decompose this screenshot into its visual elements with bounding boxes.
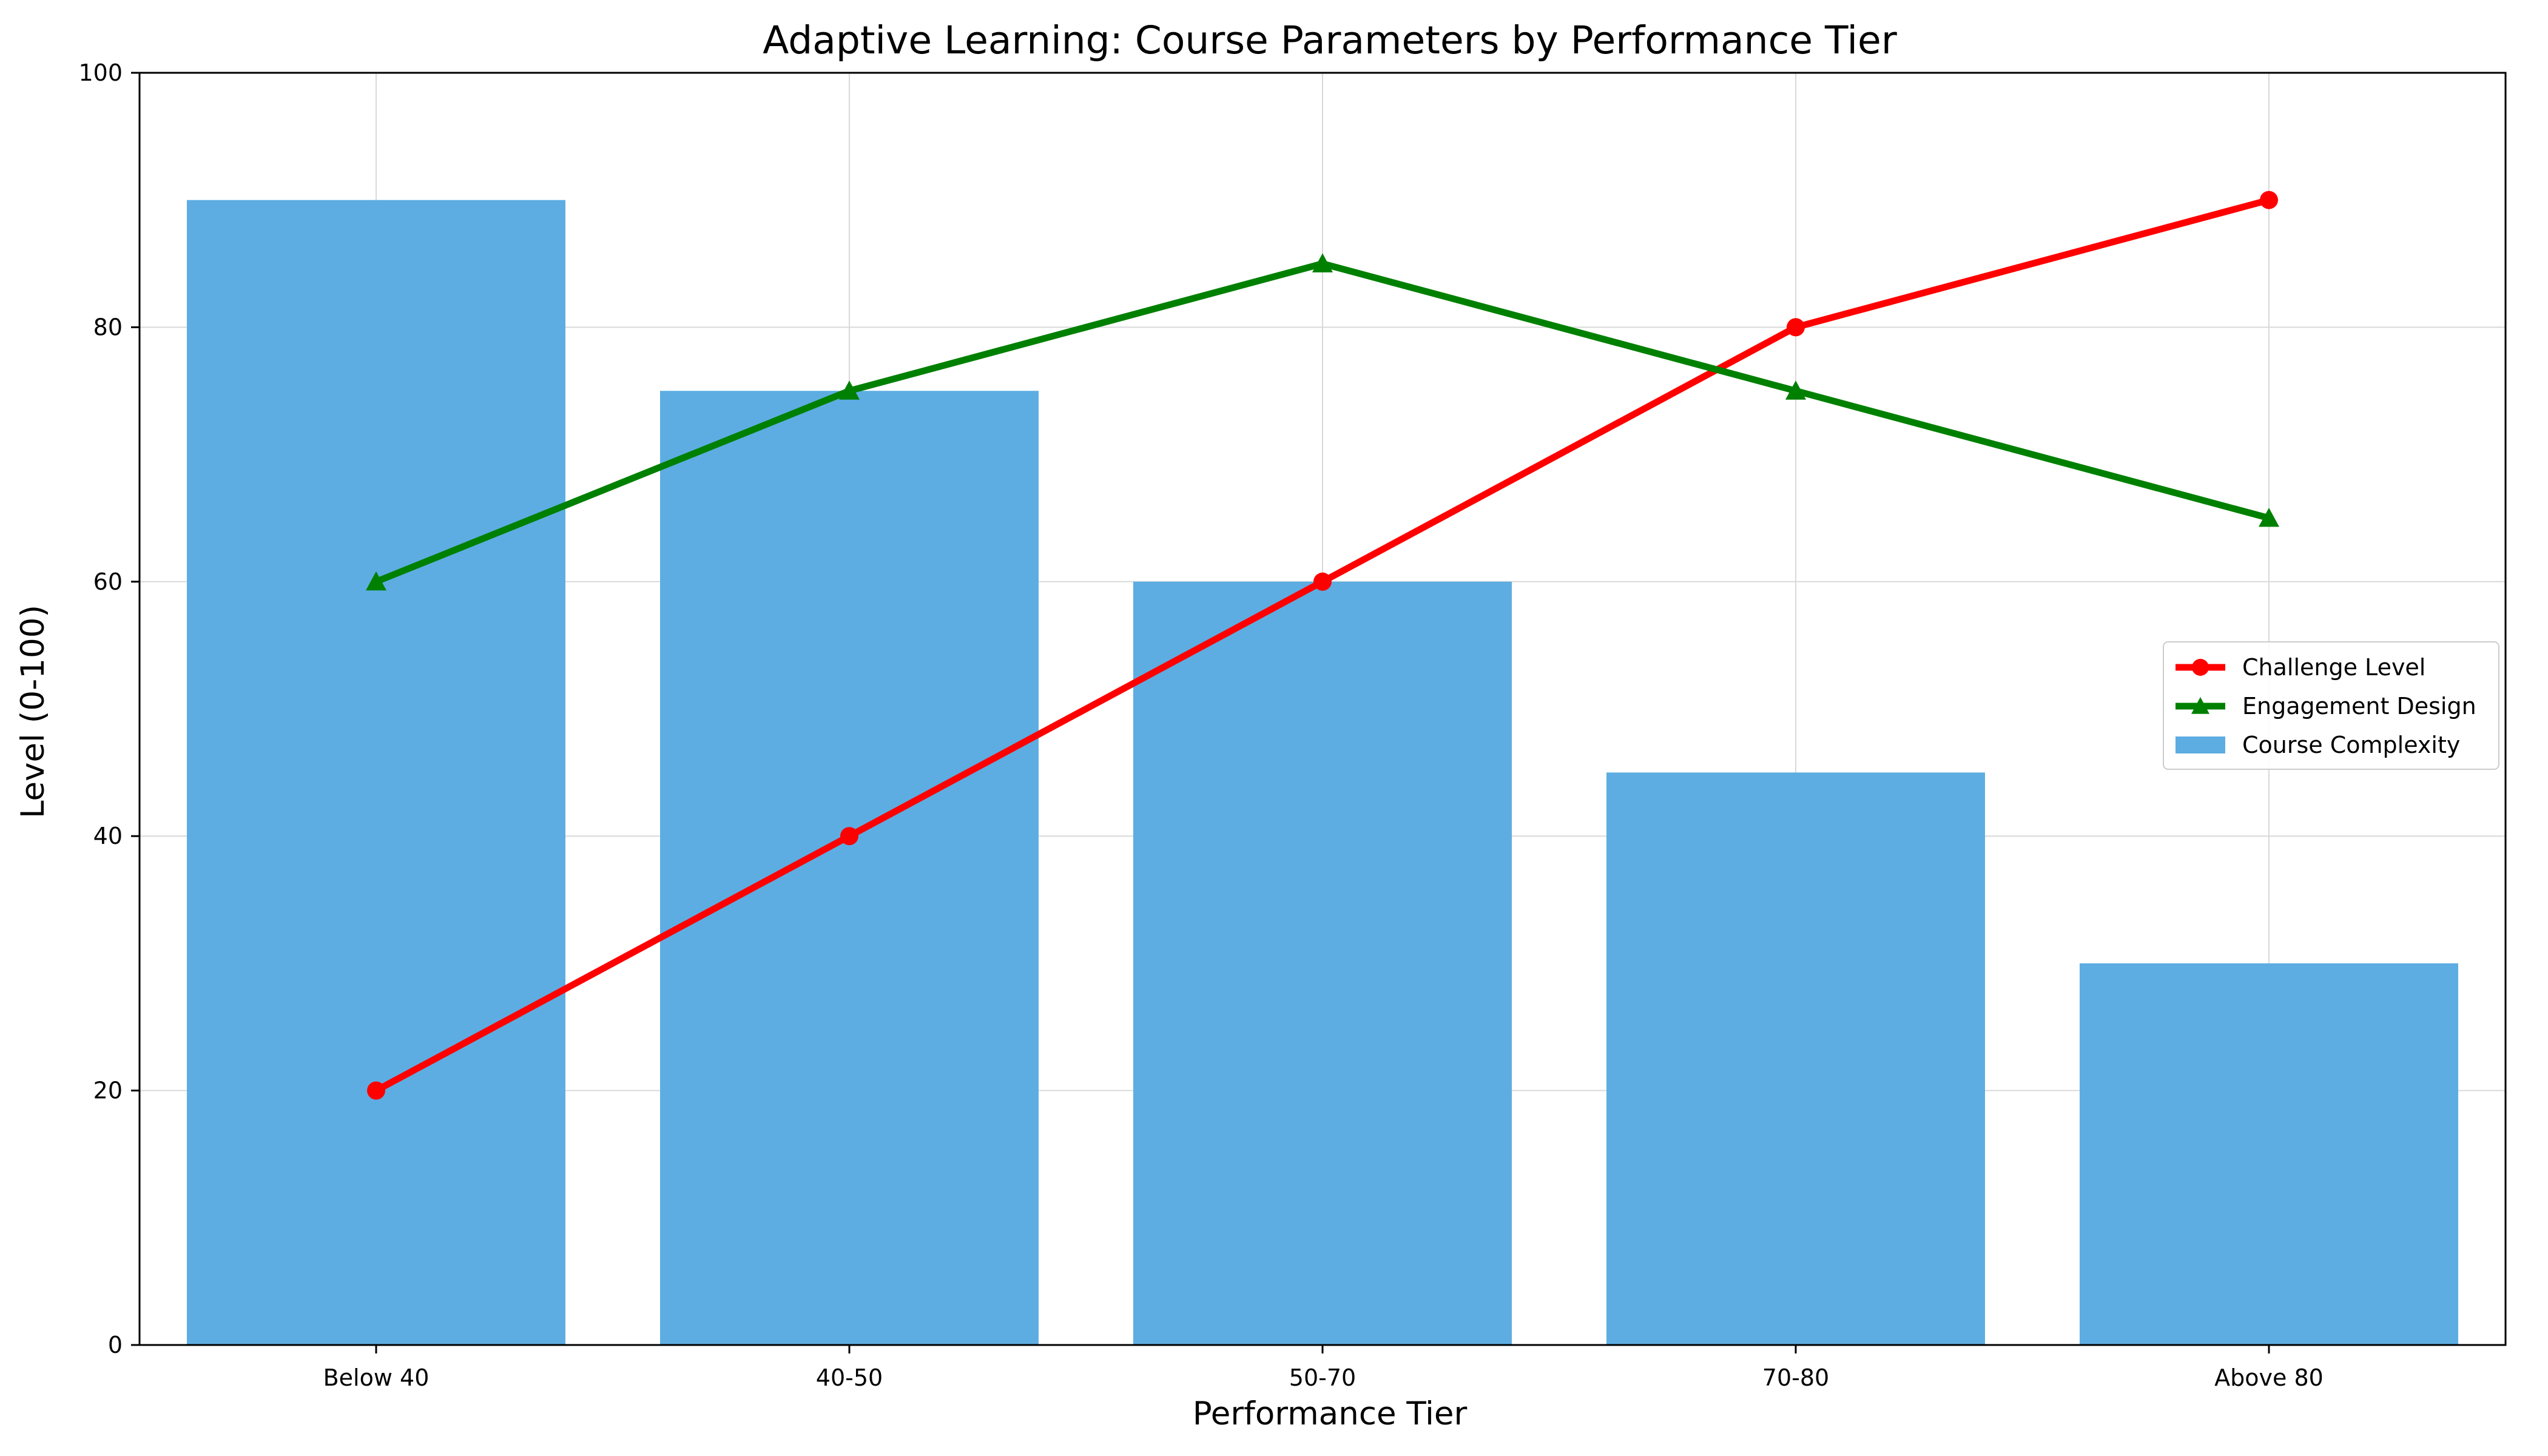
y-tick-label: 0 <box>108 1332 123 1358</box>
bar-below-40 <box>187 200 565 1346</box>
y-tick-label: 40 <box>93 823 123 849</box>
lines <box>366 190 2279 1100</box>
data-point-engagement-design <box>1785 380 1806 400</box>
y-tick-label: 20 <box>93 1077 123 1104</box>
legend: Challenge Level Engagement Design Course C… <box>2163 641 2499 770</box>
y-tick-label: 100 <box>78 59 123 86</box>
data-point-challenge-level <box>2260 190 2278 209</box>
x-tick-label: 40-50 <box>816 1364 883 1391</box>
data-point-engagement-design <box>366 571 386 591</box>
legend-marker-engagement-design <box>2191 697 2209 714</box>
data-point-challenge-level <box>1787 318 1805 337</box>
data-point-engagement-design <box>1312 253 1333 272</box>
bar-above-80 <box>2080 963 2458 1345</box>
data-point-challenge-level <box>367 1081 385 1100</box>
bars <box>187 200 2458 1346</box>
data-point-engagement-design <box>2259 507 2279 527</box>
legend-label-challenge-level: Challenge Level <box>2242 654 2425 681</box>
data-point-challenge-level <box>1313 572 1332 591</box>
x-tick-label: 70-80 <box>1762 1364 1829 1391</box>
data-point-engagement-design <box>839 380 860 400</box>
bar-50-70 <box>1133 581 1512 1345</box>
y-tick-label: 80 <box>93 314 123 340</box>
y-axis-label: Level (0-100) <box>15 605 52 818</box>
axes: 0 20 40 60 80 100 Below 40 40-50 50-70 70-80 Above… <box>78 59 2507 1391</box>
bar-70-80 <box>1606 772 1985 1345</box>
legend-label-course-complexity: Course Complexity <box>2242 732 2460 758</box>
legend-box <box>2163 641 2499 770</box>
x-tick-label: Above 80 <box>2214 1364 2324 1391</box>
legend-swatch-course-complexity <box>2176 736 2225 753</box>
x-axis-label: Performance Tier <box>1193 1395 1468 1432</box>
data-point-challenge-level <box>840 827 858 846</box>
bar-40-50 <box>660 391 1039 1345</box>
legend-marker-challenge-level <box>2192 659 2209 676</box>
legend-label-engagement-design: Engagement Design <box>2242 693 2476 720</box>
x-tick-label: Below 40 <box>323 1364 430 1391</box>
x-tick-label: 50-70 <box>1289 1364 1356 1391</box>
chart-title: Adaptive Learning: Course Parameters by … <box>763 18 1897 62</box>
y-tick-label: 60 <box>93 568 123 595</box>
